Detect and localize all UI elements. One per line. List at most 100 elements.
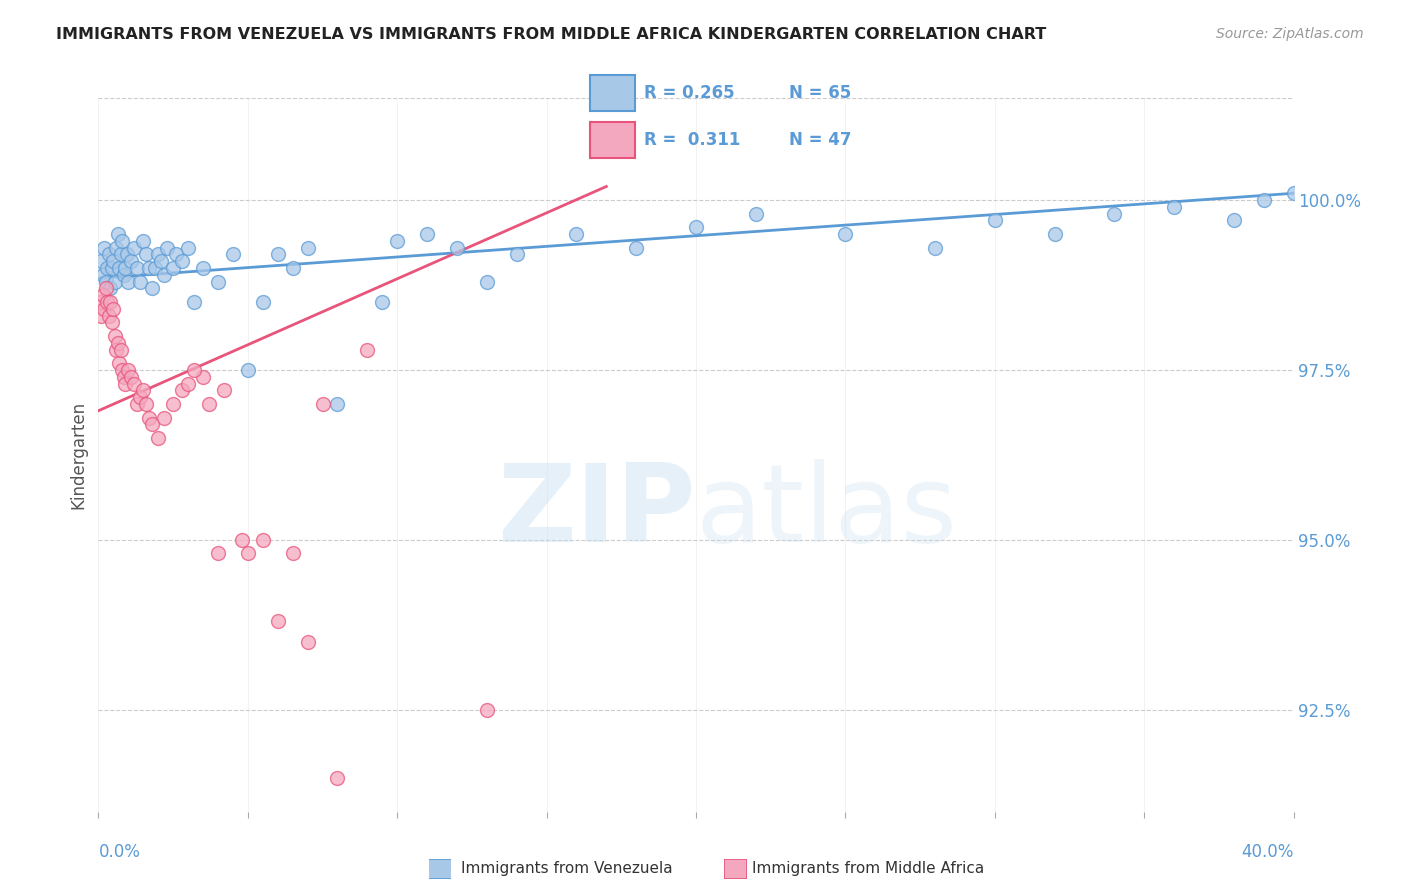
Point	[97, 309, 120, 323]
Point	[475, 703, 498, 717]
Point	[97, 247, 120, 261]
Point	[114, 260, 136, 275]
Point	[129, 390, 152, 404]
Point	[148, 431, 170, 445]
Point	[416, 227, 439, 241]
Point	[89, 295, 111, 310]
Point	[91, 268, 114, 282]
Point	[984, 213, 1007, 227]
Point	[207, 275, 229, 289]
Point	[207, 546, 229, 560]
Point	[138, 410, 160, 425]
Point	[104, 275, 127, 289]
Point	[90, 309, 112, 323]
Point	[104, 329, 127, 343]
FancyBboxPatch shape	[589, 122, 636, 158]
Point	[96, 295, 118, 310]
Point	[326, 397, 349, 411]
Point	[101, 315, 124, 329]
Text: IMMIGRANTS FROM VENEZUELA VS IMMIGRANTS FROM MIDDLE AFRICA KINDERGARTEN CORRELAT: IMMIGRANTS FROM VENEZUELA VS IMMIGRANTS …	[56, 27, 1046, 42]
Point	[111, 234, 134, 248]
Point	[103, 301, 125, 316]
Point	[198, 397, 221, 411]
Point	[148, 247, 170, 261]
Point	[371, 295, 394, 310]
Point	[212, 384, 235, 398]
Point	[108, 356, 131, 370]
Point	[105, 343, 128, 357]
Text: ZIP: ZIP	[498, 459, 696, 565]
Point	[115, 247, 138, 261]
Point	[150, 254, 173, 268]
Point	[107, 335, 129, 350]
Point	[191, 369, 214, 384]
Point	[91, 288, 114, 302]
Point	[112, 369, 135, 384]
Point	[297, 241, 319, 255]
Text: N = 47: N = 47	[789, 131, 852, 149]
Text: R = 0.265: R = 0.265	[644, 84, 734, 102]
Point	[93, 301, 115, 316]
Point	[924, 241, 946, 255]
Point	[267, 247, 290, 261]
Point	[183, 363, 205, 377]
Point	[1102, 207, 1125, 221]
Point	[153, 268, 176, 282]
Point	[120, 254, 142, 268]
Point	[183, 295, 205, 310]
Point	[132, 234, 155, 248]
Point	[94, 281, 117, 295]
Point	[114, 376, 136, 391]
Point	[153, 410, 176, 425]
Text: 40.0%: 40.0%	[1241, 843, 1294, 861]
Point	[326, 771, 349, 785]
Point	[172, 254, 194, 268]
FancyBboxPatch shape	[429, 859, 451, 879]
Y-axis label: Kindergarten: Kindergarten	[69, 401, 87, 509]
Text: atlas: atlas	[696, 459, 957, 565]
Point	[132, 384, 155, 398]
Point	[222, 247, 245, 261]
Point	[236, 363, 259, 377]
Point	[281, 546, 304, 560]
Point	[565, 227, 588, 241]
Text: N = 65: N = 65	[789, 84, 851, 102]
Point	[1222, 213, 1246, 227]
Point	[236, 546, 259, 560]
Point	[1282, 186, 1305, 201]
Point	[101, 260, 124, 275]
Point	[112, 268, 135, 282]
Point	[143, 260, 166, 275]
Point	[745, 207, 768, 221]
Point	[100, 295, 122, 310]
Point	[506, 247, 529, 261]
Point	[117, 363, 139, 377]
Point	[685, 220, 707, 235]
Text: R =  0.311: R = 0.311	[644, 131, 741, 149]
Point	[108, 260, 131, 275]
Point	[138, 260, 160, 275]
Point	[141, 281, 163, 295]
Point	[100, 281, 122, 295]
Point	[117, 275, 139, 289]
Point	[191, 260, 214, 275]
Point	[252, 295, 274, 310]
Point	[111, 363, 134, 377]
Point	[231, 533, 253, 547]
Point	[177, 376, 200, 391]
Point	[135, 397, 157, 411]
Point	[135, 247, 157, 261]
Point	[252, 533, 274, 547]
Point	[120, 369, 142, 384]
Point	[162, 397, 184, 411]
Point	[107, 227, 129, 241]
Point	[129, 275, 152, 289]
Point	[1043, 227, 1066, 241]
Point	[297, 635, 319, 649]
Point	[267, 615, 290, 629]
Point	[162, 260, 184, 275]
Point	[626, 241, 648, 255]
Point	[311, 397, 333, 411]
Point	[165, 247, 187, 261]
Point	[834, 227, 856, 241]
